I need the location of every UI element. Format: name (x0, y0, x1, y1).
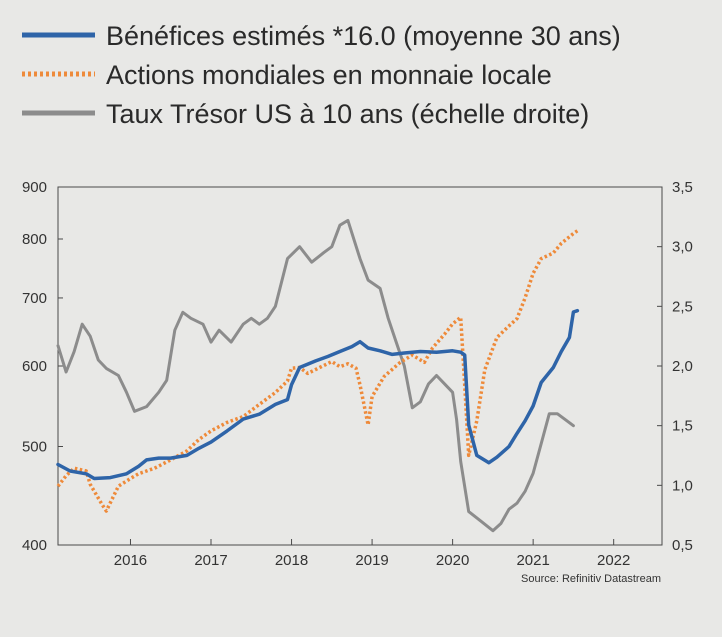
x-tick-label: 2019 (355, 552, 388, 569)
x-tick-label: 2016 (114, 552, 147, 569)
y-left-tick-label: 900 (22, 179, 47, 196)
series-line-earnings (56, 308, 580, 481)
y-left-tick-label: 600 (22, 358, 47, 375)
x-tick-label: 2017 (194, 552, 227, 569)
legend-label-treasury: Taux Trésor US à 10 ans (échelle droite) (106, 99, 589, 129)
plot-area (57, 186, 663, 546)
y-right-tick-label: 2,5 (672, 298, 693, 315)
y-left-tick-label: 800 (22, 231, 47, 248)
x-tick-label: 2018 (275, 552, 308, 569)
series-layer (56, 218, 580, 533)
legend: Bénéfices estimés *16.0 (moyenne 30 ans)… (22, 21, 621, 129)
legend-label-equities: Actions mondiales en monnaie locale (106, 60, 552, 90)
y-right-tick-label: 2,0 (672, 358, 693, 375)
y-right-tick-label: 1,0 (672, 477, 693, 494)
y-right-tick-label: 3,5 (672, 179, 693, 196)
y-left-tick-label: 700 (22, 290, 47, 307)
y-axis-right: 0,5 1,0 1,5 2,0 2,5 3,0 3,5 (657, 179, 693, 554)
x-tick-label: 2021 (516, 552, 549, 569)
y-left-tick-label: 400 (22, 537, 47, 554)
series-line-equities (56, 229, 579, 513)
y-right-tick-label: 0,5 (672, 537, 693, 554)
series-line-treasury (56, 218, 575, 533)
x-axis: 2016 2017 2018 2019 2020 2021 2022 (114, 539, 630, 569)
y-right-tick-label: 3,0 (672, 239, 693, 256)
source-note: Source: Refinitiv Datastream (521, 573, 661, 585)
x-tick-label: 2020 (436, 552, 469, 569)
y-right-tick-label: 1,5 (672, 418, 693, 435)
x-tick-label: 2022 (597, 552, 630, 569)
y-axis-left: 400 500 600 700 800 900 (22, 179, 63, 554)
y-left-tick-label: 500 (22, 438, 47, 455)
legend-label-earnings: Bénéfices estimés *16.0 (moyenne 30 ans) (106, 21, 621, 51)
